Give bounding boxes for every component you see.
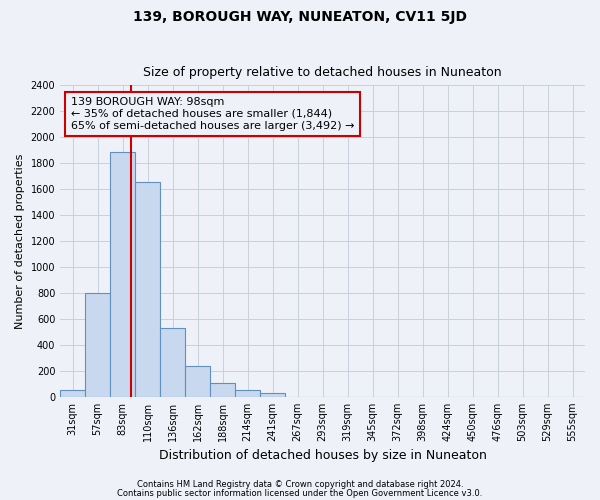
Bar — [260, 393, 285, 397]
Bar — [185, 366, 210, 397]
Text: Contains HM Land Registry data © Crown copyright and database right 2024.: Contains HM Land Registry data © Crown c… — [137, 480, 463, 489]
Text: Contains public sector information licensed under the Open Government Licence v3: Contains public sector information licen… — [118, 488, 482, 498]
Bar — [135, 182, 160, 397]
X-axis label: Distribution of detached houses by size in Nuneaton: Distribution of detached houses by size … — [158, 450, 487, 462]
Bar — [235, 390, 260, 397]
Bar — [60, 390, 85, 397]
Bar — [160, 328, 185, 397]
Text: 139 BOROUGH WAY: 98sqm
← 35% of detached houses are smaller (1,844)
65% of semi-: 139 BOROUGH WAY: 98sqm ← 35% of detached… — [71, 98, 354, 130]
Title: Size of property relative to detached houses in Nuneaton: Size of property relative to detached ho… — [143, 66, 502, 80]
Bar — [85, 293, 110, 397]
Text: 139, BOROUGH WAY, NUNEATON, CV11 5JD: 139, BOROUGH WAY, NUNEATON, CV11 5JD — [133, 10, 467, 24]
Bar — [110, 152, 135, 397]
Y-axis label: Number of detached properties: Number of detached properties — [15, 153, 25, 328]
Bar — [210, 382, 235, 397]
